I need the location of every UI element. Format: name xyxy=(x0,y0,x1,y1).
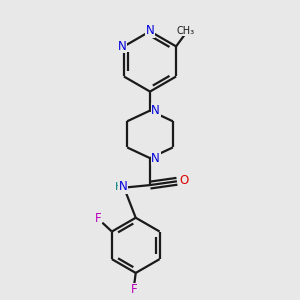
Text: N: N xyxy=(146,24,154,37)
Text: F: F xyxy=(131,283,137,296)
Text: N: N xyxy=(151,104,160,117)
Text: F: F xyxy=(95,212,102,225)
Text: H: H xyxy=(115,182,123,192)
Text: CH₃: CH₃ xyxy=(176,26,195,35)
Text: N: N xyxy=(151,152,160,165)
Text: N: N xyxy=(119,180,128,193)
Text: N: N xyxy=(118,40,127,53)
Text: O: O xyxy=(179,174,189,187)
